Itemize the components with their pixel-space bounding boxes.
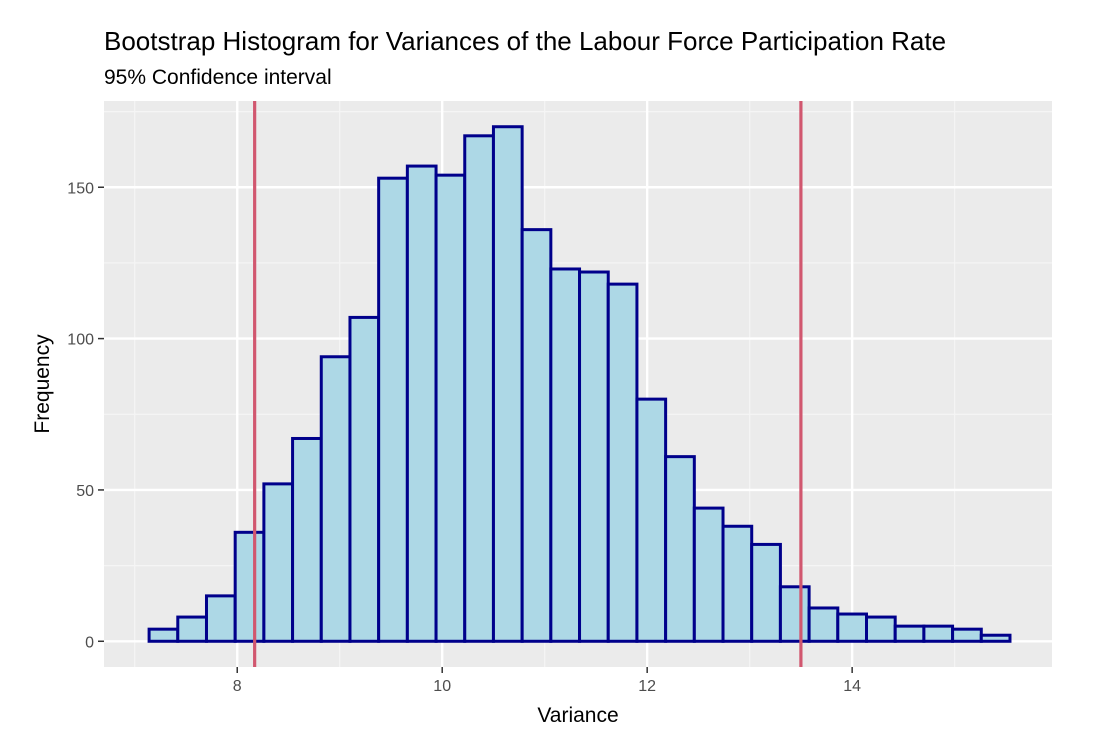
x-tick-label: 14 (843, 678, 861, 695)
y-tick-label: 50 (76, 483, 94, 500)
confidence-interval-lines (253, 101, 803, 667)
histogram-bar (664, 455, 696, 643)
histogram-bar (520, 228, 553, 643)
histogram-bar (204, 594, 237, 643)
histogram-bar (864, 615, 897, 643)
histogram-bar (147, 627, 180, 643)
y-axis-title: Frequency (31, 334, 54, 434)
histogram-bar (434, 173, 467, 643)
histogram-bar (262, 482, 295, 643)
x-tick-label: 8 (233, 678, 242, 695)
y-tick-label: 0 (85, 634, 94, 651)
y-tick-label: 150 (67, 180, 94, 197)
histogram-bar (491, 125, 524, 643)
histogram-bar (635, 397, 668, 643)
x-axis: 8 10 12 14 (233, 667, 861, 695)
histogram-bar (291, 436, 323, 643)
histogram-bar (606, 282, 639, 643)
chart-subtitle: 95% Confidence interval (104, 66, 332, 89)
histogram-bar (377, 176, 409, 643)
histogram-bar (549, 267, 582, 643)
y-axis: 0 50 100 150 (67, 180, 104, 651)
histogram-bars (147, 125, 1012, 643)
histogram-bar (893, 624, 926, 643)
chart-title: Bootstrap Histogram for Variances of the… (104, 26, 946, 56)
histogram-bar (721, 524, 754, 643)
histogram-bar (176, 615, 208, 643)
x-axis-title: Variance (537, 704, 618, 727)
histogram-bar (405, 164, 438, 643)
histogram-bar (836, 612, 868, 643)
histogram-bar (807, 606, 840, 643)
histogram-bar (692, 506, 725, 643)
histogram-bar (750, 542, 782, 643)
histogram-bar (578, 270, 610, 643)
histogram-bar (463, 134, 495, 643)
histogram-bar (951, 627, 983, 643)
histogram-bar (922, 624, 955, 643)
histogram-bar (319, 355, 352, 643)
histogram-bar (778, 585, 811, 643)
x-tick-label: 10 (433, 678, 451, 695)
histogram-bar (348, 315, 381, 643)
histogram-bar (979, 633, 1012, 643)
x-tick-label: 12 (638, 678, 656, 695)
histogram-bar (233, 530, 266, 643)
y-tick-label: 100 (67, 332, 94, 349)
